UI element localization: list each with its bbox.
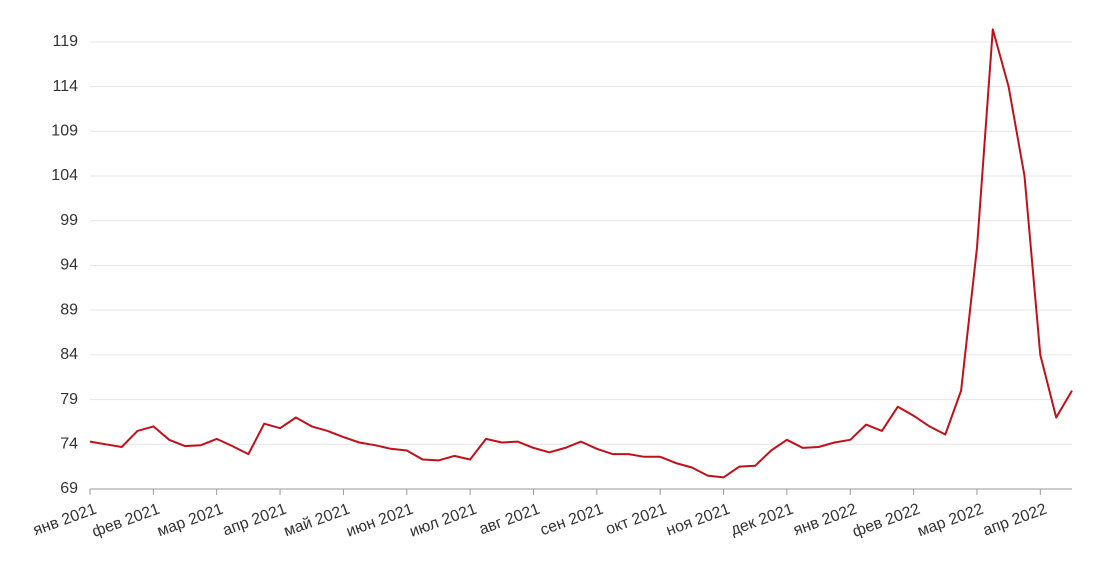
x-tick-label: апр 2022 [981,501,1049,540]
x-tick-label: фев 2022 [850,501,922,541]
x-tick-label: мар 2022 [915,501,986,541]
x-tick-label: ноя 2021 [664,501,732,540]
x-tick-label: мар 2021 [155,501,226,541]
x-tick-label: авг 2021 [477,501,542,539]
x-tick-label: сен 2021 [538,501,606,540]
y-tick-label: 74 [60,436,78,453]
x-tick-label: май 2021 [282,501,353,541]
y-tick-label: 104 [51,167,78,184]
y-tick-label: 89 [60,301,78,318]
y-tick-label: 99 [60,212,78,229]
y-tick-label: 69 [60,480,78,497]
y-tick-label: 109 [51,123,78,140]
y-tick-label: 114 [52,78,78,95]
x-tick-label: янв 2021 [31,501,99,540]
y-tick-label: 94 [60,257,78,274]
y-tick-label: 84 [60,346,78,363]
x-tick-label: июн 2021 [344,501,416,541]
x-tick-label: окт 2021 [604,501,670,539]
y-tick-label: 119 [52,33,78,50]
x-tick-label: фев 2021 [90,501,162,541]
x-tick-label: апр 2021 [221,501,289,540]
x-tick-label: дек 2021 [729,501,796,539]
x-tick-label: июл 2021 [407,501,479,541]
x-tick-label: янв 2022 [791,501,859,540]
y-tick-label: 79 [60,391,78,408]
line-series [89,28,1073,479]
